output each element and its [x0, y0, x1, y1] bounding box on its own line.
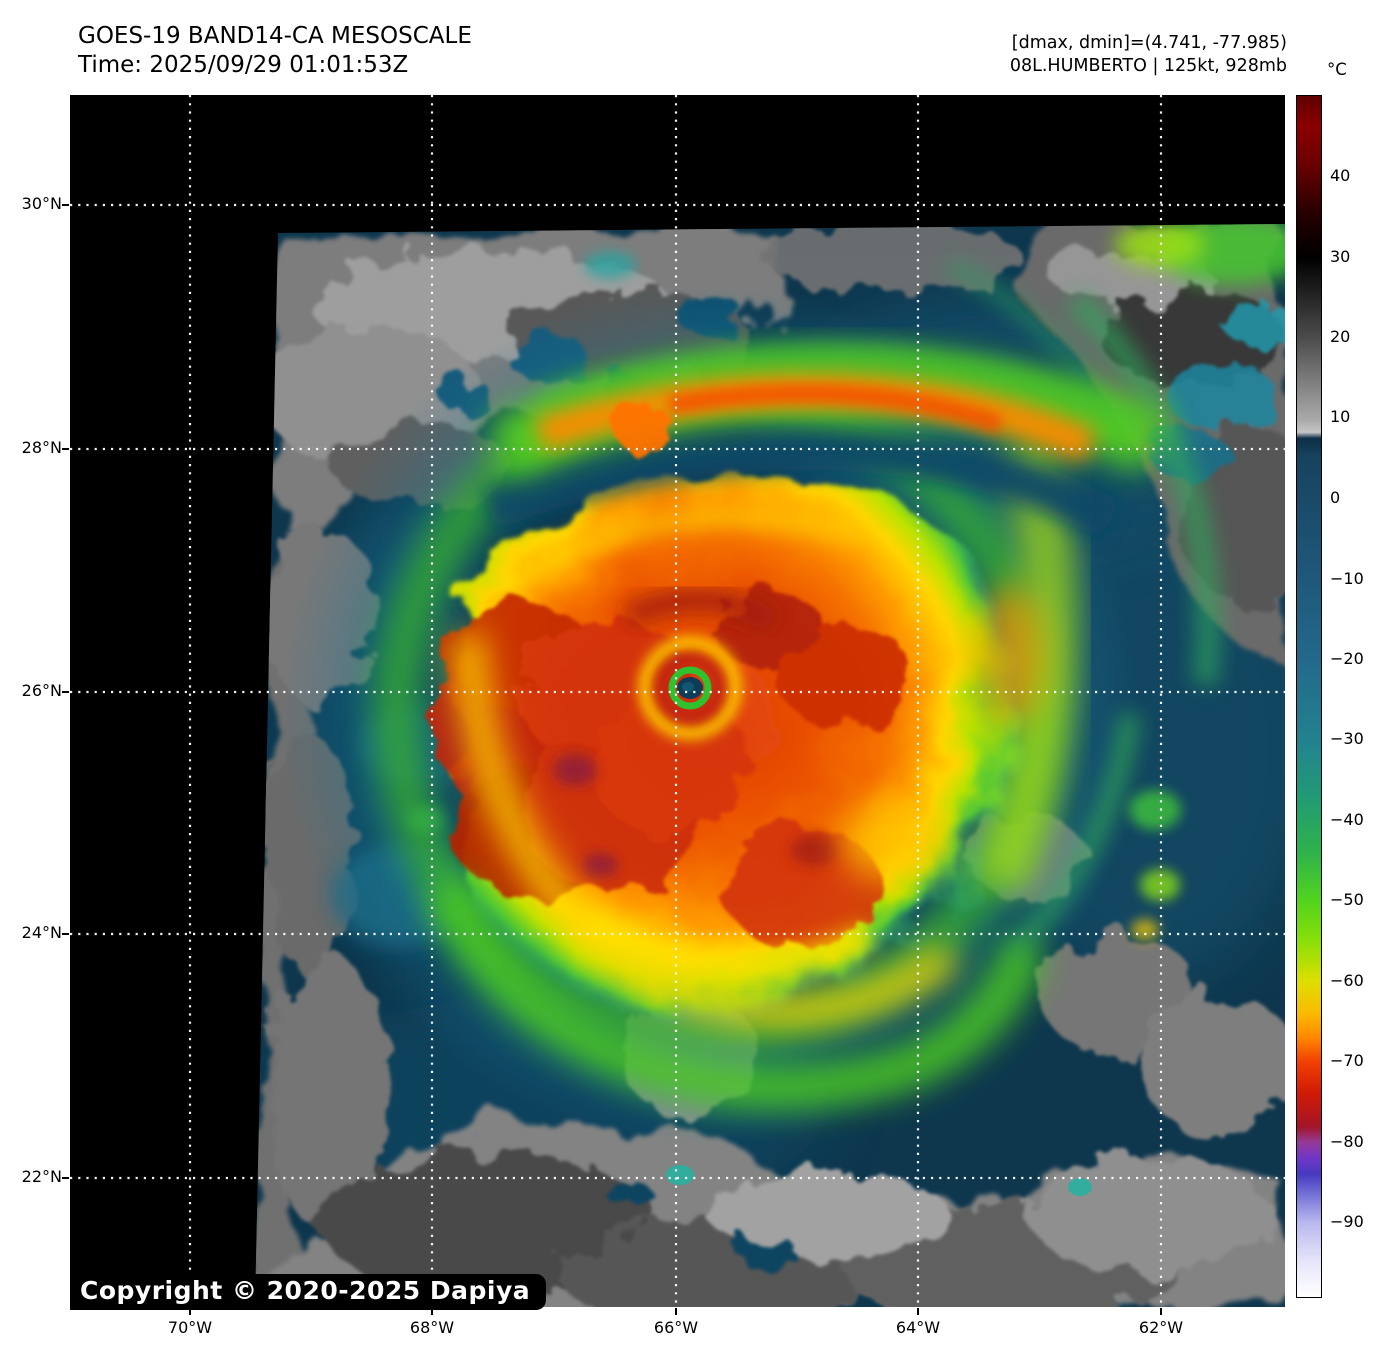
header-block: GOES-19 BAND14-CA MESOSCALE Time: 2025/0…: [78, 22, 472, 80]
copyright-badge: Copyright © 2020-2025 Dapiya: [70, 1274, 547, 1310]
lon-tick-mark: [431, 1308, 433, 1315]
colorbar-tick-label: −20: [1330, 649, 1364, 668]
gridlines: [70, 95, 1285, 1307]
lat-axis-label: 30°N: [21, 194, 62, 213]
colorbar-tick-label: 40: [1330, 166, 1351, 185]
lat-axis-label: 26°N: [21, 681, 62, 700]
dmax-dmin-label: [dmax, dmin]=(4.741, -77.985): [1011, 33, 1287, 53]
colorbar-tick-label: 10: [1330, 407, 1351, 426]
colorbar-tick-label: −30: [1330, 729, 1364, 748]
colorbar-tick-label: −40: [1330, 810, 1364, 829]
lat-tick-mark: [62, 204, 69, 206]
lat-axis-label: 24°N: [21, 923, 62, 942]
storm-eye: [622, 587, 780, 740]
header-right-block: [dmax, dmin]=(4.741, -77.985) 08L.HUMBER…: [1010, 32, 1287, 78]
colorbar-tick-label: 20: [1330, 327, 1351, 346]
time-label: Time: 2025/09/29 01:01:53Z: [78, 52, 409, 78]
colorbar-tick-label: −10: [1330, 569, 1364, 588]
lon-axis-label: 68°W: [409, 1318, 455, 1337]
colorbar-tick-label: −70: [1330, 1051, 1364, 1070]
lat-axis-label: 22°N: [21, 1167, 62, 1186]
colorbar-tick-label: −80: [1330, 1132, 1364, 1151]
lat-tick-mark: [62, 1177, 69, 1179]
lon-axis-label: 64°W: [895, 1318, 941, 1337]
colorbar-tick-label: −60: [1330, 971, 1364, 990]
colorbar-tick-label: −90: [1330, 1212, 1364, 1231]
lon-tick-mark: [675, 1308, 677, 1315]
satellite-image: [70, 95, 1285, 1307]
lat-tick-mark: [62, 448, 69, 450]
lat-axis-label: 28°N: [21, 438, 62, 457]
lat-tick-mark: [62, 933, 69, 935]
storm-info-label: 08L.HUMBERTO | 125kt, 928mb: [1009, 56, 1287, 76]
page-title: GOES-19 BAND14-CA MESOSCALE: [78, 23, 472, 49]
lon-tick-mark: [917, 1308, 919, 1315]
lon-tick-mark: [1160, 1308, 1162, 1315]
colorbar-tick-label: −50: [1330, 890, 1364, 909]
lon-axis-label: 70°W: [167, 1318, 213, 1337]
colorbar-tick-label: 30: [1330, 247, 1351, 266]
lon-tick-mark: [189, 1308, 191, 1315]
colorbar: [1296, 95, 1322, 1298]
lon-axis-label: 62°W: [1138, 1318, 1184, 1337]
lat-tick-mark: [62, 691, 69, 693]
lon-axis-label: 66°W: [653, 1318, 699, 1337]
colorbar-unit-label: °C: [1327, 60, 1347, 79]
colorbar-tick-label: 0: [1330, 488, 1341, 507]
plot-area: [70, 95, 1285, 1307]
